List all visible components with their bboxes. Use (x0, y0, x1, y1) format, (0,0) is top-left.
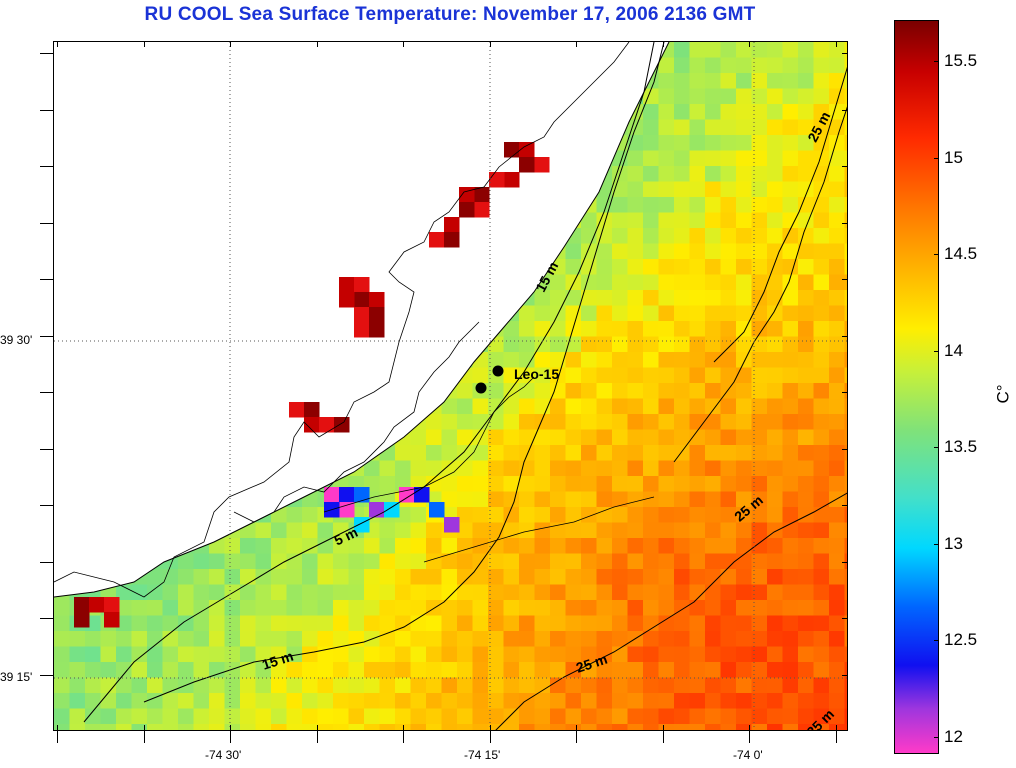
colorbar-tick-label: 13.5 (944, 437, 978, 456)
temperature-colorbar (894, 20, 939, 754)
lat-label: 39 15' (0, 670, 33, 684)
station-label: Leo-15 (514, 366, 559, 382)
isobath-shoal-2 (423, 496, 655, 563)
isobath-shoal (323, 376, 535, 513)
lon-label: -74 30' (205, 748, 242, 762)
lon-label: -74 15' (464, 748, 501, 762)
lat-label: 39 30' (0, 333, 33, 347)
colorbar-tick-label: 12 (944, 727, 963, 746)
colorbar-unit: C° (993, 384, 1013, 404)
station-marker-north[interactable] (492, 365, 504, 377)
isobath-25m-south (495, 492, 847, 730)
isobath-25m-east-2 (713, 66, 847, 363)
sst-map-canvas: 15 m 25 m 25 m 5 m 15 m 25 m 25 m Leo-15 (54, 42, 847, 730)
back-bay-shoreline-2 (233, 321, 480, 523)
isobath-15m (143, 42, 665, 703)
sst-pixel-grid (54, 42, 847, 730)
lon-label: -74 0' (733, 748, 763, 762)
colorbar-tick-label: 12.5 (944, 630, 978, 649)
estuary-pixels (74, 142, 550, 628)
colorbar-tick-label: 14 (944, 341, 963, 360)
coastline-inner (83, 42, 655, 723)
back-bay-shoreline (54, 42, 630, 598)
station-marker-south[interactable] (475, 382, 487, 394)
colorbar-tick-label: 14.5 (944, 244, 978, 263)
colorbar-tick-label: 15 (944, 148, 963, 167)
map-title: RU COOL Sea Surface Temperature: Novembe… (144, 4, 756, 25)
coastline (54, 42, 670, 598)
colorbar-tick-label: 15.5 (944, 51, 978, 70)
sst-map: 15 m 25 m 25 m 5 m 15 m 25 m 25 m Leo-15 (53, 41, 848, 731)
colorbar-tick-label: 13 (944, 534, 963, 553)
isobath-25m-east (673, 106, 847, 463)
